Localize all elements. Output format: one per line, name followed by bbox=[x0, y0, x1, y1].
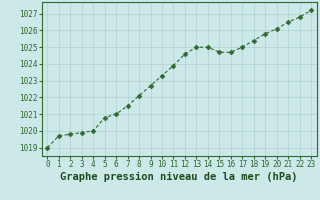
X-axis label: Graphe pression niveau de la mer (hPa): Graphe pression niveau de la mer (hPa) bbox=[60, 172, 298, 182]
